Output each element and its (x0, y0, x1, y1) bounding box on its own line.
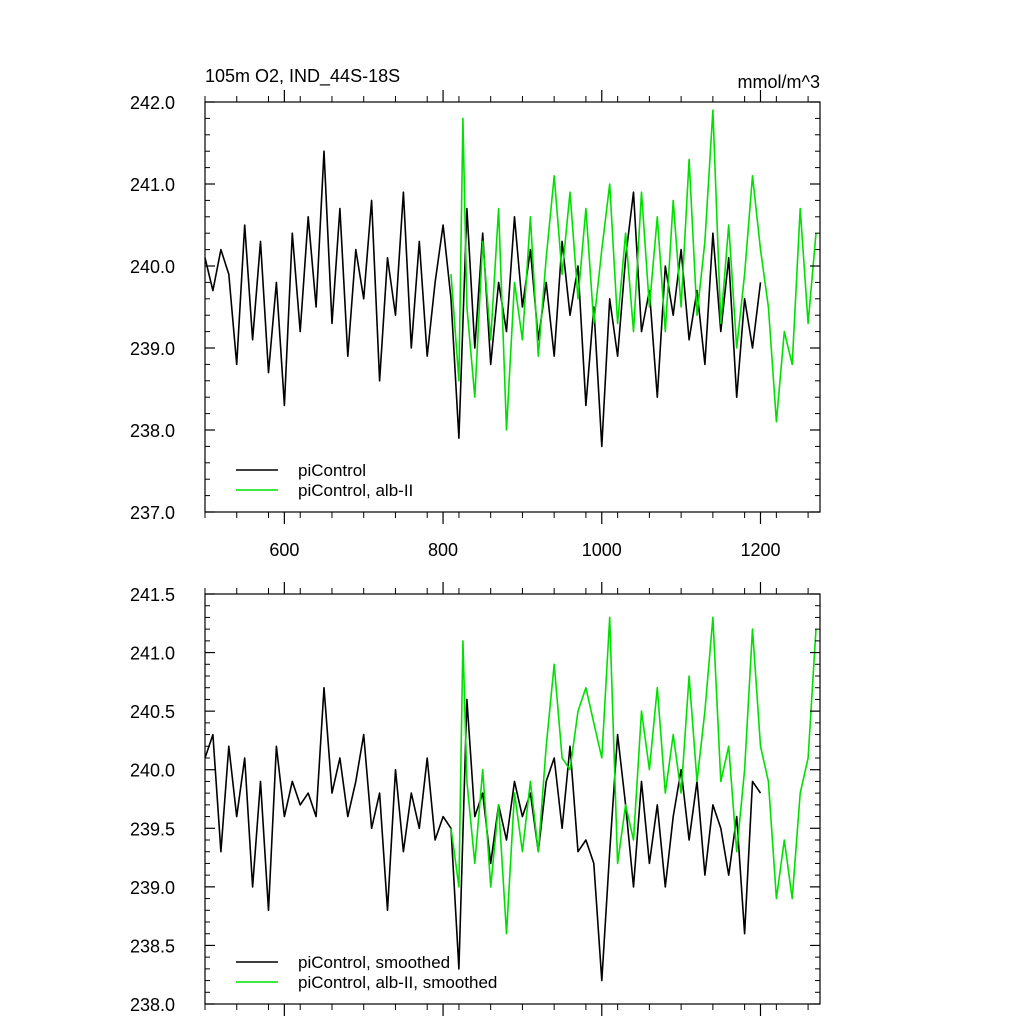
y-tick-label-bottom: 241.5 (130, 585, 175, 605)
y-tick-label-bottom: 239.5 (130, 819, 175, 839)
x-tick-label-top: 800 (428, 540, 458, 560)
legend-label-bottom-0: piControl, smoothed (298, 953, 450, 972)
y-tick-label-top: 238.0 (130, 421, 175, 441)
legend-label-top-1: piControl, alb-II (298, 481, 413, 500)
y-tick-label-bottom: 239.0 (130, 878, 175, 898)
y-tick-label-top: 240.0 (130, 257, 175, 277)
legend-label-bottom-1: piControl, alb-II, smoothed (298, 973, 497, 992)
legend-label-top-0: piControl (298, 461, 366, 480)
top-panel: 237.0 238.0 239.0 240.0 241.0 242.0 600 800 1000… (130, 90, 821, 560)
bottom-panel: 238.0 238.5 239.0 239.5 240.0 240.5 241.0 241.5… (130, 582, 821, 1016)
y-tick-label-bottom: 240.5 (130, 702, 175, 722)
plot-frame-bottom (204, 593, 821, 1005)
y-tick-label-bottom: 240.0 (130, 761, 175, 781)
chart-title: 105m O2, IND_44S-18S (205, 66, 400, 87)
chart-units: mmol/m^3 (738, 72, 820, 92)
y-tick-label-bottom: 238.5 (130, 936, 175, 956)
y-tick-label-top: 239.0 (130, 339, 175, 359)
series-line-top-1 (450, 109, 817, 431)
y-tick-label-bottom: 241.0 (130, 644, 175, 664)
y-tick-label-top: 241.0 (130, 175, 175, 195)
y-tick-label-bottom: 238.0 (130, 995, 175, 1015)
x-tick-label-top: 600 (269, 540, 299, 560)
x-tick-label-top: 1000 (582, 540, 622, 560)
series-line-bottom-0 (204, 686, 762, 982)
y-tick-label-top: 242.0 (130, 93, 175, 113)
x-tick-label-top: 1200 (740, 540, 780, 560)
series-line-bottom-1 (450, 616, 817, 935)
plot-frame-top (204, 101, 821, 513)
y-tick-label-top: 237.0 (130, 503, 175, 523)
